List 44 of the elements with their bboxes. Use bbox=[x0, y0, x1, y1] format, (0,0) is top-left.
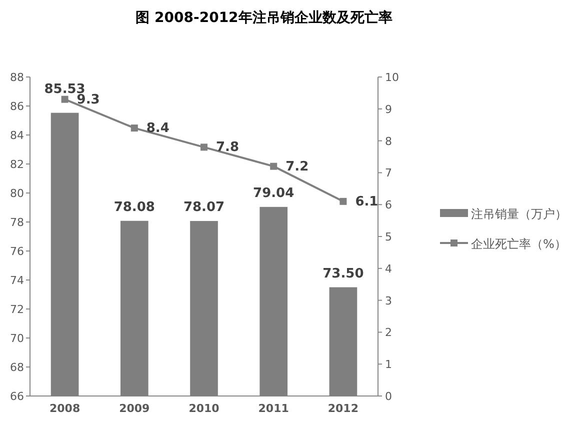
y-tick-label: 68 bbox=[10, 361, 24, 374]
y2-tick-label: 2 bbox=[385, 326, 392, 340]
data-label: 8.4 bbox=[146, 121, 170, 136]
y2-tick-label: 10 bbox=[385, 71, 399, 84]
point bbox=[61, 96, 68, 103]
point bbox=[130, 124, 138, 132]
point bbox=[340, 198, 347, 205]
data-label: 78.08 bbox=[114, 200, 155, 215]
chart-title: 图 2008-2012年注吊销企业数及死亡率 bbox=[136, 9, 392, 26]
point bbox=[200, 144, 208, 151]
y2-tick-label: 7 bbox=[385, 166, 392, 180]
y-tick-label: 72 bbox=[10, 303, 24, 316]
y-tick-label: 74 bbox=[10, 274, 24, 287]
y-tick-label: 82 bbox=[10, 158, 24, 171]
x-tick-label: 2008 bbox=[49, 402, 80, 415]
y2-tick-label: 1 bbox=[385, 358, 392, 372]
y2-tick-label: 4 bbox=[385, 262, 392, 276]
y-tick-label: 88 bbox=[10, 71, 24, 84]
y-tick-label: 80 bbox=[10, 187, 24, 200]
y-tick-label: 78 bbox=[10, 216, 24, 229]
y-tick-label: 66 bbox=[10, 390, 24, 403]
legend-label: 企业死亡率（%） bbox=[471, 237, 566, 251]
y2-tick-label: 9 bbox=[385, 102, 392, 116]
y-tick-label: 86 bbox=[10, 100, 24, 113]
x-tick-label: 2009 bbox=[119, 402, 150, 415]
data-label: 7.2 bbox=[286, 159, 309, 174]
data-label: 7.8 bbox=[216, 140, 240, 156]
y2-tick-label: 6 bbox=[385, 198, 392, 212]
x-tick-label: 2011 bbox=[258, 402, 289, 415]
point bbox=[270, 162, 278, 170]
y-tick-label: 70 bbox=[10, 332, 24, 345]
legend-label: 注吊销量（万户） bbox=[471, 207, 567, 221]
data-label: 78.07 bbox=[183, 200, 225, 215]
y2-tick-label: 0 bbox=[385, 390, 392, 403]
x-tick-label: 2012 bbox=[328, 402, 359, 415]
data-label: 73.50 bbox=[322, 266, 364, 282]
y-tick-label: 84 bbox=[10, 129, 24, 142]
y2-tick-label: 5 bbox=[385, 230, 392, 244]
y2-tick-label: 8 bbox=[385, 134, 392, 148]
x-tick-label: 2010 bbox=[188, 402, 220, 415]
y-tick-label: 76 bbox=[10, 245, 24, 258]
data-label: 6.1 bbox=[355, 194, 378, 210]
y2-tick-label: 3 bbox=[385, 294, 392, 308]
data-label: 79.04 bbox=[253, 186, 294, 201]
